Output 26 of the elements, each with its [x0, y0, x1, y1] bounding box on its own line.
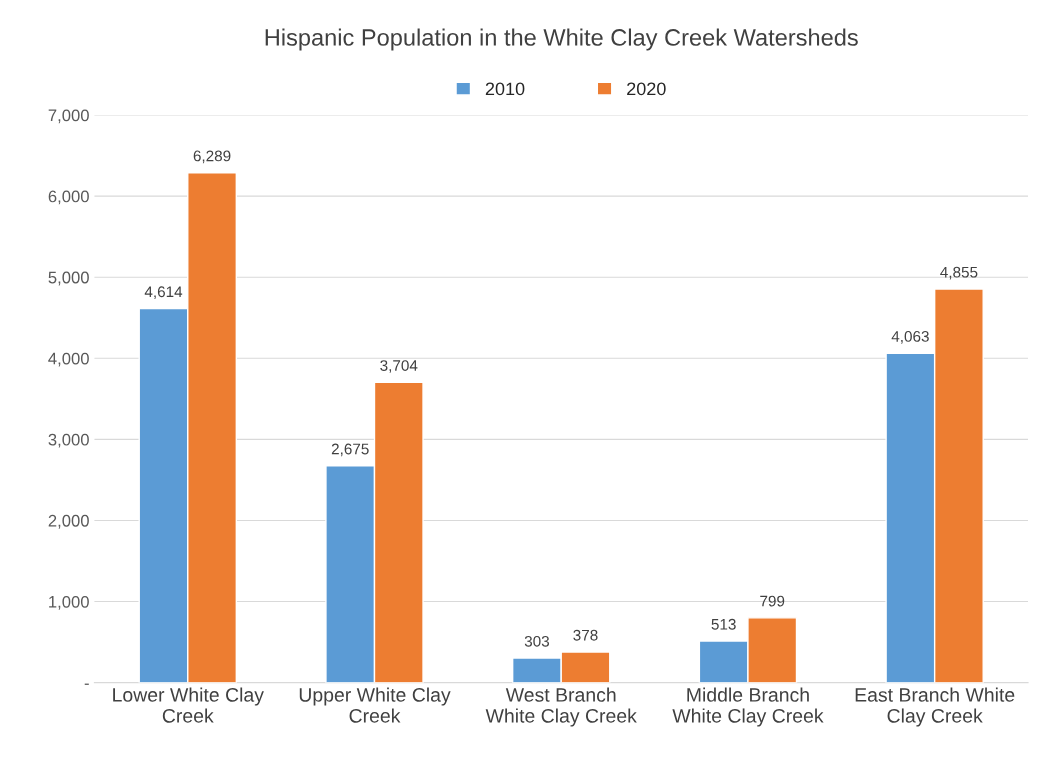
chart-title: Hispanic Population in the White Clay Creek Watersheds — [265, 28, 858, 51]
data-label: 3,704 — [380, 360, 418, 373]
y-tick-label: 6,000 — [48, 190, 89, 205]
y-tick-label: 7,000 — [48, 109, 89, 124]
data-label: 6,289 — [193, 150, 231, 164]
x-tick-label: Lower White Clay Creek — [113, 687, 264, 723]
data-label: 378 — [573, 629, 598, 641]
x-tick-label: Upper White Clay Creek — [299, 687, 451, 723]
y-tick-label: 5,000 — [48, 271, 89, 286]
y-tick-label: 1,000 — [49, 595, 89, 610]
data-label: 4,063 — [891, 331, 929, 344]
legend-label: 2020 — [627, 82, 666, 96]
data-label: 2,675 — [331, 443, 369, 457]
x-tick-label: East Branch White Clay Creek — [855, 687, 1015, 727]
y-tick-label: 2,000 — [48, 514, 89, 529]
data-label: 303 — [524, 635, 550, 647]
data-label: 513 — [711, 618, 736, 630]
data-label: 799 — [760, 595, 785, 607]
data-label: 4,614 — [144, 286, 183, 299]
data-label: 4,855 — [940, 266, 978, 280]
y-tick-label: 3,000 — [48, 433, 89, 448]
y-tick-label: - — [84, 683, 89, 685]
y-tick-label: 4,000 — [48, 352, 89, 367]
x-tick-label: West Branch White Clay Creek — [485, 687, 637, 727]
legend-label: 2010 — [485, 82, 525, 96]
x-tick-label: Middle Branch White Clay Creek — [672, 687, 824, 727]
